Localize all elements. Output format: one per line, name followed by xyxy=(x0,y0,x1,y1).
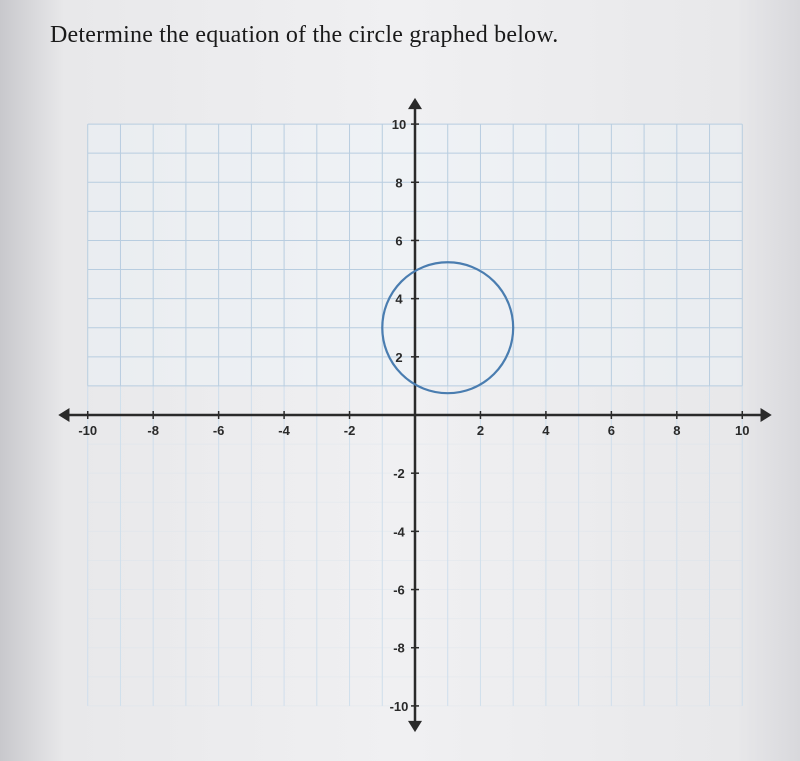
svg-text:8: 8 xyxy=(395,175,402,190)
svg-text:-8: -8 xyxy=(147,423,159,438)
svg-text:-10: -10 xyxy=(78,423,97,438)
svg-text:-6: -6 xyxy=(393,583,405,598)
svg-text:-4: -4 xyxy=(393,524,405,539)
svg-text:4: 4 xyxy=(395,292,403,307)
svg-text:2: 2 xyxy=(395,350,402,365)
svg-text:2: 2 xyxy=(477,423,484,438)
coordinate-graph: -10-8-6-4-2246810-10-8-6-4-2246810yx xyxy=(55,95,775,735)
svg-text:10: 10 xyxy=(735,423,749,438)
svg-text:10: 10 xyxy=(392,117,406,132)
svg-text:-10: -10 xyxy=(390,699,409,714)
svg-text:6: 6 xyxy=(608,423,615,438)
question-prompt: Determine the equation of the circle gra… xyxy=(50,22,558,49)
svg-text:6: 6 xyxy=(395,233,402,248)
svg-text:-2: -2 xyxy=(393,466,405,481)
svg-text:-8: -8 xyxy=(393,641,405,656)
svg-text:-6: -6 xyxy=(213,423,225,438)
svg-text:-4: -4 xyxy=(278,423,290,438)
svg-text:-2: -2 xyxy=(344,423,356,438)
svg-text:8: 8 xyxy=(673,423,680,438)
svg-text:4: 4 xyxy=(542,423,550,438)
